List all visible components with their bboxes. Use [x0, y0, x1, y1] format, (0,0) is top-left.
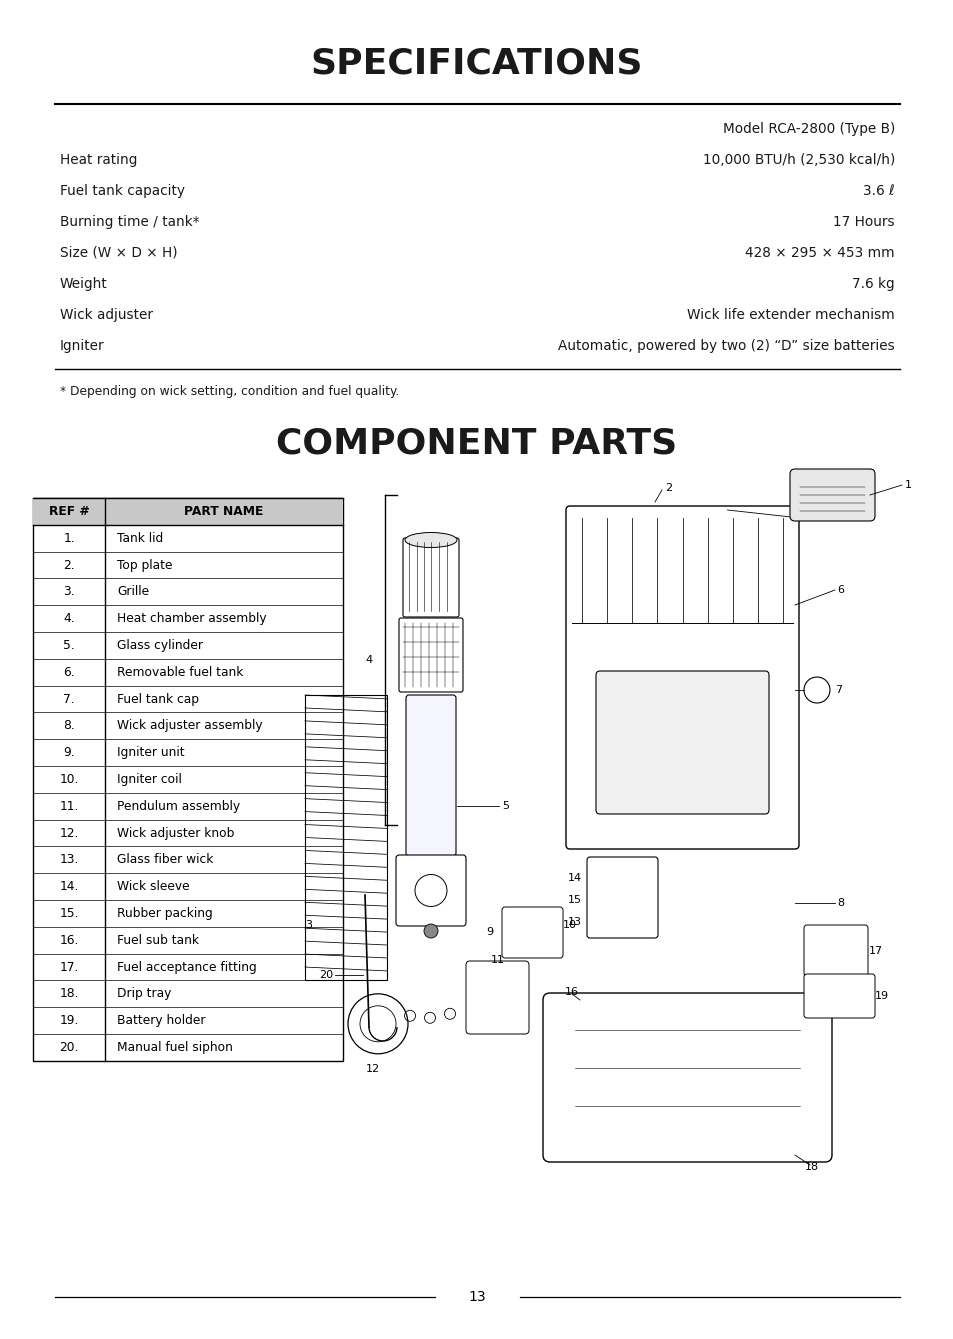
Text: 4: 4 — [366, 655, 373, 665]
Text: Igniter unit: Igniter unit — [117, 746, 185, 759]
Text: 12: 12 — [366, 1063, 379, 1074]
FancyBboxPatch shape — [803, 925, 867, 976]
Circle shape — [423, 924, 437, 939]
Text: SPECIFICATIONS: SPECIFICATIONS — [311, 47, 642, 80]
Text: Automatic, powered by two (2) “D” size batteries: Automatic, powered by two (2) “D” size b… — [558, 339, 894, 353]
FancyBboxPatch shape — [406, 695, 456, 856]
Text: REF #: REF # — [49, 505, 90, 518]
FancyBboxPatch shape — [402, 538, 458, 617]
Text: Battery holder: Battery holder — [117, 1014, 205, 1027]
Text: 10,000 BTU/h (2,530 kcal/h): 10,000 BTU/h (2,530 kcal/h) — [702, 153, 894, 167]
Ellipse shape — [405, 533, 456, 548]
Text: Burning time / tank*: Burning time / tank* — [60, 216, 199, 229]
Text: 10: 10 — [562, 920, 577, 931]
Text: 5.: 5. — [63, 639, 74, 652]
Text: 14: 14 — [567, 873, 581, 882]
Text: 18.: 18. — [59, 987, 79, 1000]
Text: 1: 1 — [904, 479, 911, 490]
Text: Pendulum assembly: Pendulum assembly — [117, 799, 240, 813]
Text: 13: 13 — [468, 1289, 485, 1304]
Text: 20.: 20. — [59, 1040, 78, 1054]
FancyBboxPatch shape — [565, 506, 799, 849]
Text: 8.: 8. — [63, 719, 74, 732]
Text: 7.: 7. — [63, 692, 74, 706]
Text: 4.: 4. — [63, 612, 74, 625]
FancyBboxPatch shape — [395, 856, 465, 927]
Text: Wick adjuster: Wick adjuster — [60, 308, 152, 321]
Text: 12.: 12. — [59, 826, 78, 840]
Text: 11: 11 — [491, 955, 504, 965]
Text: 17: 17 — [868, 945, 882, 956]
Text: Fuel tank capacity: Fuel tank capacity — [60, 183, 185, 198]
Text: 19.: 19. — [59, 1014, 78, 1027]
Text: 7: 7 — [834, 686, 841, 695]
FancyBboxPatch shape — [789, 469, 874, 521]
Text: 9.: 9. — [63, 746, 74, 759]
FancyBboxPatch shape — [803, 973, 874, 1018]
Text: Removable fuel tank: Removable fuel tank — [117, 665, 243, 679]
Text: 16: 16 — [564, 987, 578, 998]
Text: 10.: 10. — [59, 773, 78, 786]
Text: Model RCA-2800 (Type B): Model RCA-2800 (Type B) — [721, 122, 894, 137]
Text: 16.: 16. — [59, 933, 78, 947]
Text: Wick adjuster knob: Wick adjuster knob — [117, 826, 234, 840]
Bar — [33, 498, 343, 525]
Text: * Depending on wick setting, condition and fuel quality.: * Depending on wick setting, condition a… — [60, 384, 399, 398]
Text: 11.: 11. — [59, 799, 78, 813]
Text: 7.6 kg: 7.6 kg — [851, 277, 894, 291]
Text: Wick life extender mechanism: Wick life extender mechanism — [686, 308, 894, 321]
FancyBboxPatch shape — [501, 907, 562, 957]
Text: Fuel tank cap: Fuel tank cap — [117, 692, 199, 706]
Text: Weight: Weight — [60, 277, 108, 291]
Text: 2: 2 — [664, 483, 672, 493]
Text: Fuel sub tank: Fuel sub tank — [117, 933, 199, 947]
Text: Heat chamber assembly: Heat chamber assembly — [117, 612, 266, 625]
Bar — [33, 498, 343, 1060]
Text: Wick adjuster assembly: Wick adjuster assembly — [117, 719, 262, 732]
Text: Wick sleeve: Wick sleeve — [117, 880, 190, 893]
Text: Size (W × D × H): Size (W × D × H) — [60, 246, 177, 260]
Text: 2.: 2. — [63, 558, 74, 572]
Text: 13.: 13. — [59, 853, 78, 866]
Text: 6.: 6. — [63, 665, 74, 679]
Text: 5: 5 — [501, 801, 509, 810]
Text: Fuel acceptance fitting: Fuel acceptance fitting — [117, 960, 256, 973]
Text: PART NAME: PART NAME — [184, 505, 263, 518]
Text: 13: 13 — [567, 917, 581, 927]
Text: Heat rating: Heat rating — [60, 153, 137, 167]
Text: 428 × 295 × 453 mm: 428 × 295 × 453 mm — [744, 246, 894, 260]
Text: 8: 8 — [836, 898, 843, 908]
Text: Grille: Grille — [117, 585, 149, 599]
FancyBboxPatch shape — [542, 994, 831, 1162]
Text: 3.: 3. — [63, 585, 74, 599]
FancyBboxPatch shape — [586, 857, 658, 939]
Text: 18: 18 — [804, 1162, 819, 1172]
FancyBboxPatch shape — [398, 619, 462, 692]
Text: 1.: 1. — [63, 532, 74, 545]
Text: 14.: 14. — [59, 880, 78, 893]
Text: 9: 9 — [485, 927, 493, 937]
Text: 15: 15 — [567, 894, 581, 905]
Text: 17.: 17. — [59, 960, 78, 973]
Text: Drip tray: Drip tray — [117, 987, 172, 1000]
Text: 3.6 ℓ: 3.6 ℓ — [862, 183, 894, 198]
Text: 17 Hours: 17 Hours — [833, 216, 894, 229]
Text: Top plate: Top plate — [117, 558, 172, 572]
Text: Igniter: Igniter — [60, 339, 105, 353]
Text: 6: 6 — [836, 585, 843, 595]
Text: Glass fiber wick: Glass fiber wick — [117, 853, 213, 866]
Text: 15.: 15. — [59, 907, 79, 920]
Text: Tank lid: Tank lid — [117, 532, 163, 545]
FancyBboxPatch shape — [465, 961, 529, 1034]
Text: 3: 3 — [305, 920, 312, 931]
Text: COMPONENT PARTS: COMPONENT PARTS — [276, 426, 677, 461]
Text: Igniter coil: Igniter coil — [117, 773, 182, 786]
Text: 19: 19 — [874, 991, 888, 1002]
Text: Glass cylinder: Glass cylinder — [117, 639, 203, 652]
Text: Manual fuel siphon: Manual fuel siphon — [117, 1040, 233, 1054]
Text: Rubber packing: Rubber packing — [117, 907, 213, 920]
FancyBboxPatch shape — [596, 671, 768, 814]
Text: 20: 20 — [318, 969, 333, 980]
